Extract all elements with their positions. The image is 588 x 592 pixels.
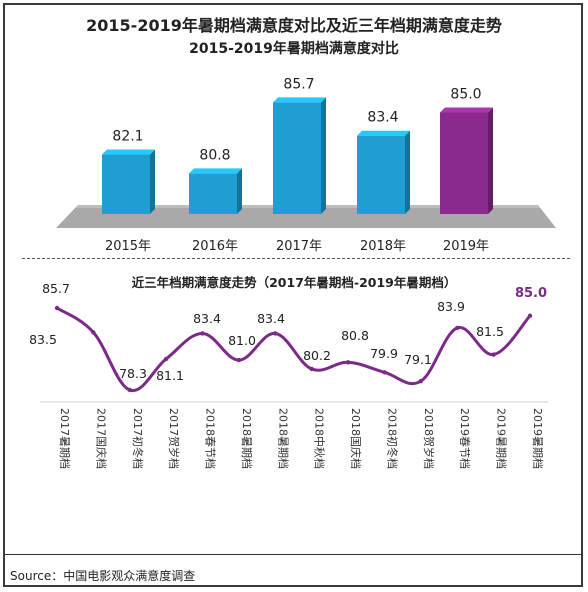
point-value-label: 85.7: [42, 281, 70, 296]
bar-front: [273, 102, 321, 214]
x-tick-label: 2017暑期档: [58, 408, 72, 469]
bar-front: [357, 135, 405, 214]
bar-side: [405, 130, 410, 214]
bar-top: [273, 97, 326, 103]
section-divider: [22, 258, 570, 259]
bar-value-label: 83.4: [367, 110, 398, 126]
point-value-label: 85.0: [515, 286, 547, 301]
x-tick-label: 2018暑期档: [240, 408, 254, 469]
bar-2018年: 83.4 2018年: [357, 110, 410, 254]
x-tick-label: 2019春节档: [458, 408, 472, 469]
bar-top: [189, 168, 242, 174]
chart-title: 2015-2019年暑期档满意度对比及近三年档期满意度走势: [86, 16, 502, 35]
bar-category-label: 2018年: [360, 239, 406, 254]
point-value-label: 78.3: [119, 366, 147, 381]
x-tick-label: 2018中秋档: [313, 408, 327, 469]
data-point: [273, 331, 278, 336]
bar-value-label: 85.7: [283, 76, 314, 92]
bar-value-label: 85.0: [450, 87, 481, 103]
data-point: [418, 378, 424, 384]
x-tick-label: 2017贺岁档: [167, 408, 181, 469]
x-tick-label: 2017初冬档: [131, 408, 145, 469]
bar-2019年: 85.0 2019年: [440, 87, 493, 254]
point-value-label: 83.9: [437, 299, 465, 314]
bar-2017年: 85.7 2017年: [273, 76, 326, 254]
bar-front: [440, 112, 488, 214]
bar-category-label: 2015年: [105, 239, 151, 254]
bar-front: [189, 173, 237, 214]
line-chart-title: 近三年档期满意度走势（2017年暑期档-2019年暑期档）: [131, 275, 457, 290]
data-point: [309, 366, 314, 372]
point-value-label: 81.1: [156, 368, 184, 383]
bar-category-label: 2019年: [443, 239, 489, 254]
bar-side: [150, 149, 155, 214]
bar-category-label: 2016年: [192, 239, 238, 254]
point-value-label: 80.2: [303, 348, 331, 363]
point-value-label: 79.1: [404, 352, 432, 367]
x-tick-label: 2018国庆档: [349, 408, 363, 469]
x-tick-label: 2019暑期档: [495, 408, 509, 469]
point-value-label: 81.0: [228, 333, 256, 348]
bar-top: [102, 149, 155, 155]
chart-floor: [56, 205, 556, 228]
x-tick-label: 2018暑期档: [276, 408, 290, 469]
point-value-label: 83.4: [193, 311, 221, 326]
bar-top: [357, 130, 410, 136]
data-point: [455, 325, 460, 331]
point-value-label: 80.8: [341, 328, 369, 343]
point-value-label: 83.5: [29, 332, 57, 347]
x-tick-label: 2018初冬档: [385, 408, 399, 469]
source-note: Source：中国电影观众满意度调查: [10, 569, 196, 583]
point-value-label: 81.5: [476, 324, 504, 339]
bar-chart: 82.1 2015年 80.8 2016年 85.7 2017年 83.4 2018年 85.0…: [56, 76, 556, 254]
bar-side: [237, 168, 242, 214]
bar-2015年: 82.1 2015年: [102, 129, 155, 254]
data-point: [382, 370, 387, 375]
bar-chart-subtitle: 2015-2019年暑期档满意度对比: [189, 41, 399, 57]
source-divider: [5, 554, 581, 555]
data-point: [527, 313, 533, 318]
point-value-label: 79.9: [370, 346, 398, 361]
bar-front: [102, 154, 150, 214]
data-point: [163, 356, 169, 362]
data-point: [345, 360, 351, 365]
bar-2016年: 80.8 2016年: [189, 147, 242, 254]
point-value-label: 83.4: [257, 311, 285, 326]
x-tick-label: 2018贺岁档: [422, 408, 436, 469]
x-tick-label: 2017国庆档: [94, 408, 108, 469]
data-point: [127, 387, 132, 393]
bar-side: [321, 97, 326, 214]
bar-category-label: 2017年: [276, 239, 322, 254]
data-point: [54, 305, 60, 311]
bar-value-label: 80.8: [199, 147, 230, 163]
bar-top: [440, 107, 493, 113]
data-point: [491, 352, 496, 357]
data-point: [200, 331, 205, 336]
x-tick-label: 2019暑期档: [531, 408, 545, 469]
data-point: [91, 330, 96, 335]
x-tick-label: 2018春节档: [204, 408, 218, 469]
bar-side: [488, 107, 493, 214]
data-point: [236, 357, 242, 363]
bar-value-label: 82.1: [112, 129, 143, 145]
